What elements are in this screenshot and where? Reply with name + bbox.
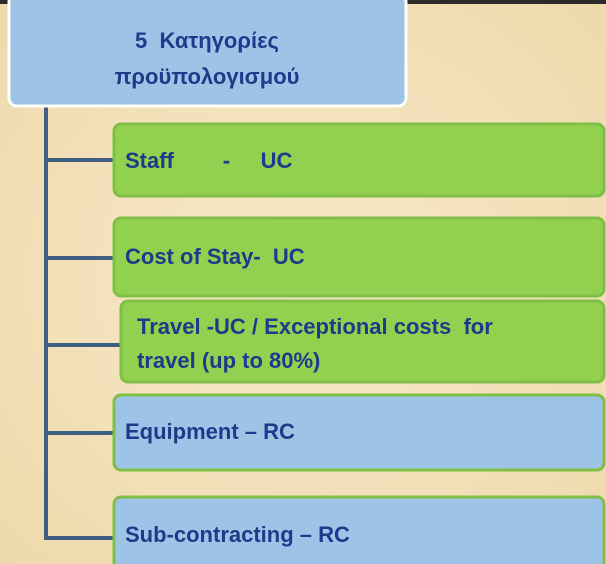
- node-box: [112, 216, 606, 298]
- node-label: Cost of Stay- UC: [125, 244, 305, 269]
- node-box: [112, 495, 606, 564]
- root-label: προϋπολογισμού: [115, 64, 300, 89]
- root-label: 5 Κατηγορίες: [135, 28, 279, 53]
- connectors: [44, 104, 122, 540]
- node-box: [112, 393, 606, 472]
- node-label: Travel -UC / Exceptional costs for: [137, 314, 493, 339]
- node-label: travel (up to 80%): [137, 348, 320, 373]
- node-box: [112, 122, 606, 198]
- node-label: Equipment – RC: [125, 419, 295, 444]
- node-label: Sub-contracting – RC: [125, 522, 350, 547]
- node-box: [119, 299, 606, 384]
- node-label: Staff - UC: [125, 148, 293, 173]
- root-box: [7, 0, 408, 108]
